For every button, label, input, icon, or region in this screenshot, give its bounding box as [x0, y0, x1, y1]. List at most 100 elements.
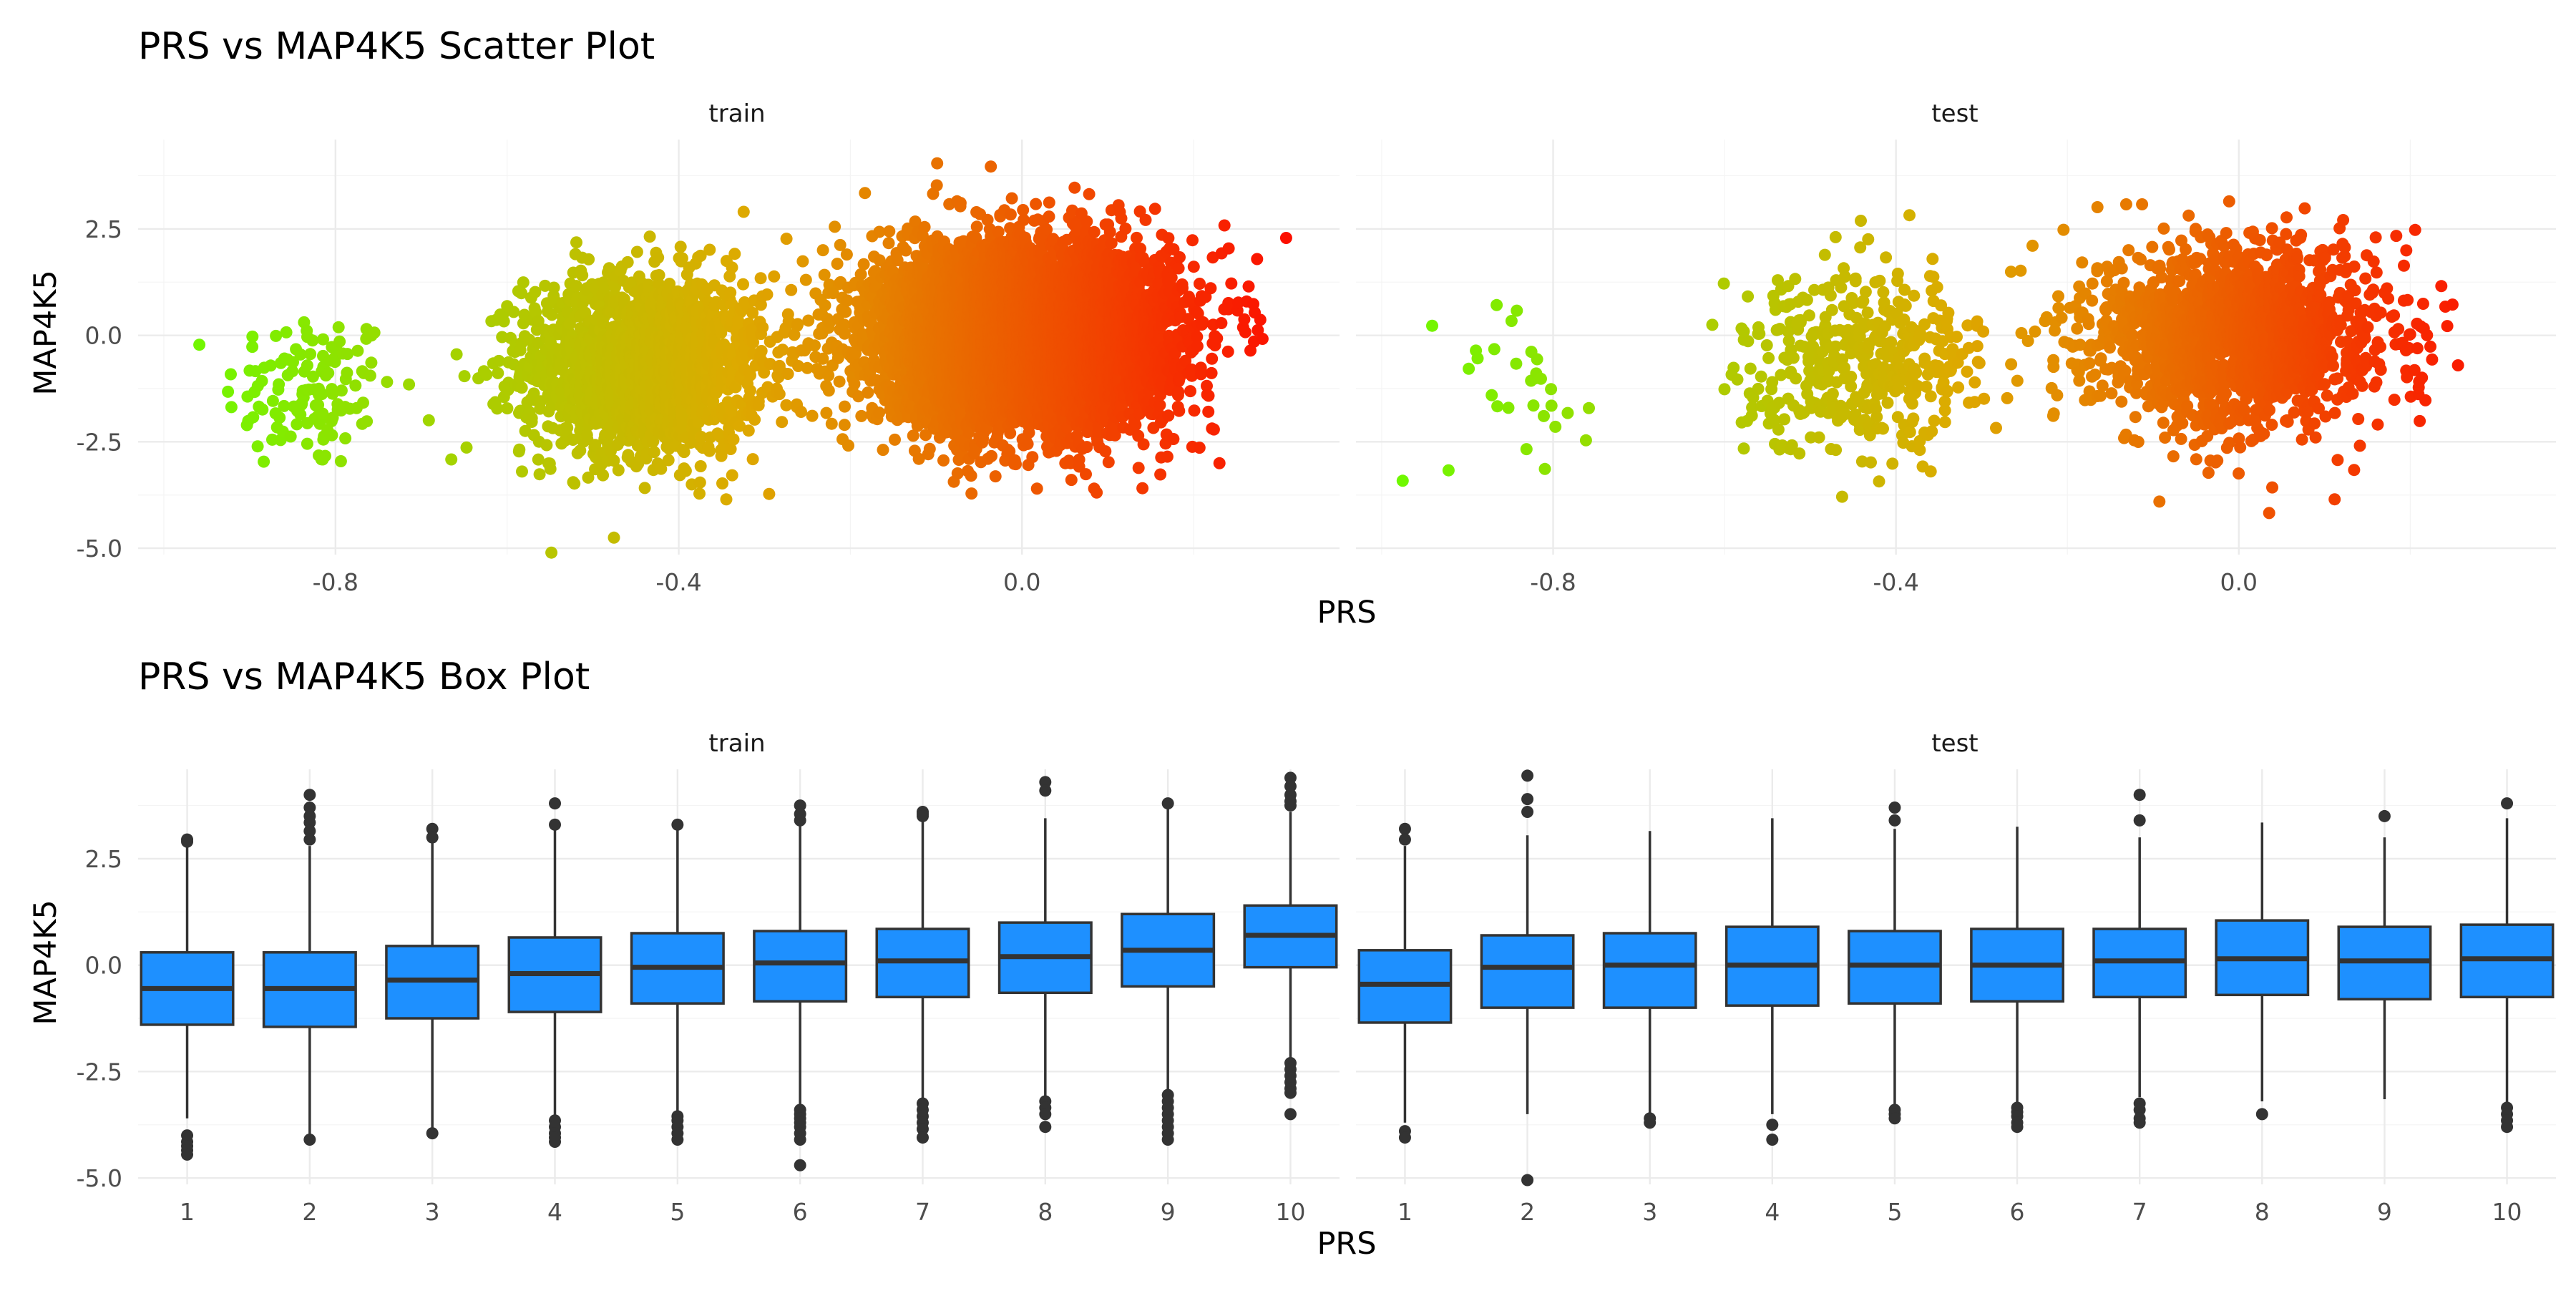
- scatter-point: [761, 288, 774, 301]
- scatter-point: [480, 369, 492, 381]
- scatter-point: [648, 446, 660, 458]
- scatter-point: [839, 419, 851, 431]
- scatter-point: [319, 450, 331, 462]
- scatter-point: [1004, 427, 1016, 439]
- scatter-point: [545, 547, 557, 559]
- scatter-plot-title: PRS vs MAP4K5 Scatter Plot: [138, 25, 655, 68]
- scatter-point: [985, 160, 997, 172]
- scatter-point: [301, 438, 313, 450]
- scatter-point: [743, 424, 755, 437]
- scatter-point: [333, 336, 346, 348]
- scatter-point: [737, 278, 749, 291]
- scatter-point: [721, 493, 733, 505]
- scatter-point: [540, 439, 552, 452]
- scatter-point: [971, 220, 983, 233]
- scatter-point: [883, 225, 895, 238]
- scatter-point: [570, 236, 582, 248]
- scatter-point: [613, 464, 625, 477]
- scatter-point: [285, 431, 297, 443]
- scatter-point: [855, 410, 867, 422]
- scatter-point: [265, 359, 277, 371]
- scatter-point: [820, 407, 832, 419]
- scatter-point: [728, 434, 740, 446]
- scatter-point: [341, 348, 353, 360]
- scatter-point: [582, 253, 595, 265]
- scatter-point: [985, 450, 997, 462]
- scatter-point: [361, 415, 373, 427]
- scatter-point: [841, 248, 853, 260]
- scatter-point: [728, 248, 741, 260]
- scatter-point: [862, 386, 874, 399]
- y-tick-label: 0.0: [85, 322, 122, 350]
- scatter-point: [817, 244, 829, 256]
- scatter-point: [225, 369, 237, 381]
- scatter-point: [782, 368, 794, 380]
- scatter-point: [336, 384, 348, 396]
- scatter-point: [693, 487, 706, 500]
- scatter-point: [726, 261, 738, 273]
- scatter-point: [622, 256, 634, 268]
- scatter-point: [859, 187, 871, 199]
- scatter-point: [924, 443, 936, 455]
- scatter-point: [492, 367, 504, 379]
- scatter-point: [498, 316, 510, 328]
- scatter-point: [451, 349, 463, 361]
- scatter-point: [839, 306, 852, 318]
- scatter-point: [703, 445, 716, 457]
- scatter-point: [768, 271, 780, 283]
- scatter-point: [716, 477, 728, 489]
- scatter-point: [937, 454, 950, 467]
- scatter-point: [747, 453, 759, 465]
- scatter-point: [273, 379, 285, 391]
- scatter-point: [858, 258, 870, 271]
- scatter-point: [246, 331, 258, 343]
- scatter-point: [639, 482, 651, 494]
- scatter-point: [823, 384, 835, 396]
- scatter-point: [826, 418, 838, 430]
- scatter-point: [695, 460, 707, 472]
- scatter-point: [403, 379, 415, 391]
- scatter-point: [381, 376, 393, 388]
- scatter-point: [680, 465, 692, 477]
- scatter-point: [842, 439, 854, 452]
- scatter-point: [369, 326, 381, 338]
- scatter-point: [675, 240, 687, 253]
- y-tick-label: -2.5: [77, 428, 122, 456]
- scatter-point: [534, 468, 546, 480]
- scatter-point: [724, 286, 736, 298]
- scatter-point: [507, 306, 519, 318]
- scatter-point: [694, 477, 706, 489]
- scatter-point: [193, 338, 205, 351]
- scatter-point: [516, 381, 528, 394]
- scatter-point: [829, 220, 841, 233]
- scatter-point: [755, 272, 767, 284]
- scatter-point: [256, 404, 268, 416]
- scatter-point: [461, 442, 473, 454]
- scatter-train-strip-label: train: [708, 99, 765, 128]
- scatter-point: [919, 221, 931, 233]
- scatter-point: [663, 454, 675, 467]
- scatter-point: [965, 487, 977, 500]
- scatter-point: [270, 330, 282, 342]
- scatter-point: [631, 246, 643, 258]
- scatter-point: [364, 369, 376, 381]
- scatter-point: [256, 375, 268, 387]
- scatter-point: [513, 444, 525, 456]
- scatter-point: [763, 488, 775, 500]
- scatter-point: [785, 284, 797, 296]
- scatter-point: [516, 465, 528, 477]
- scatter-point: [339, 432, 351, 444]
- scatter-point: [791, 318, 804, 330]
- scatter-point: [744, 384, 756, 396]
- scatter-point: [222, 386, 234, 398]
- scatter-point: [258, 456, 270, 468]
- scatter-test-strip-label: test: [1931, 99, 1978, 128]
- scatter-point: [900, 245, 912, 257]
- scatter-point: [931, 180, 943, 192]
- scatter-point: [576, 269, 588, 281]
- scatter-point: [726, 469, 738, 482]
- scatter-point: [326, 429, 338, 442]
- scatter-point: [738, 206, 750, 218]
- scatter-point: [545, 463, 557, 475]
